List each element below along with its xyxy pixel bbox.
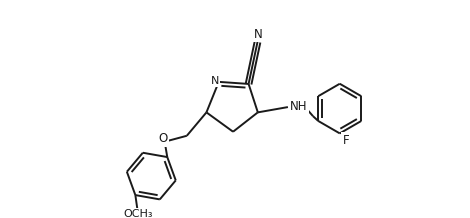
Text: F: F — [343, 134, 349, 146]
Text: OCH₃: OCH₃ — [124, 209, 153, 218]
Text: N: N — [211, 76, 219, 86]
Text: NH: NH — [290, 100, 307, 113]
Text: N: N — [254, 28, 263, 41]
Text: O: O — [158, 132, 167, 145]
